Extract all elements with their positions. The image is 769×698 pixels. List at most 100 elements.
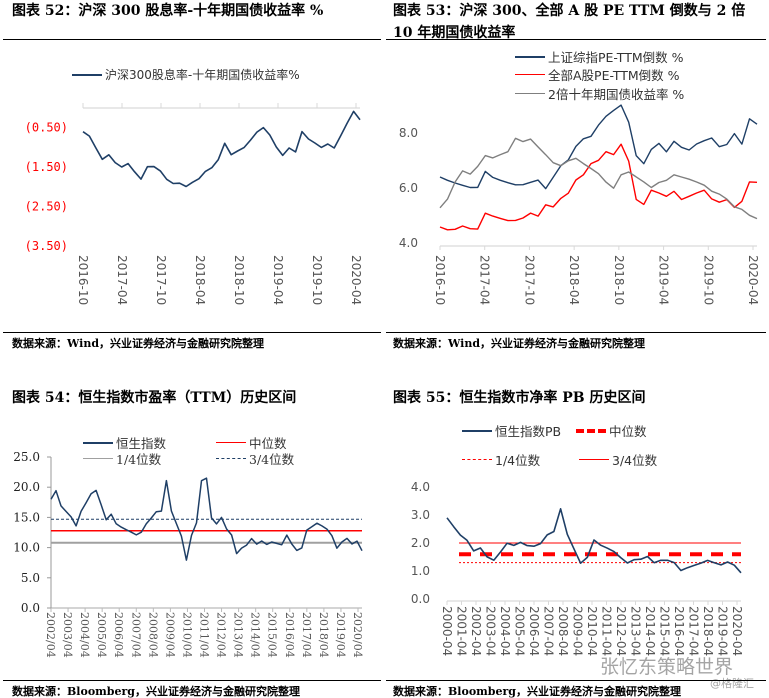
c55-x-tick-label: 2019-04 [716, 606, 730, 656]
c54-y-tick-label: 10.0 [13, 541, 40, 555]
legend-label: 全部A股PE-TTM倒数 % [548, 68, 680, 83]
c54-x-tick-label: 2006/04 [112, 612, 125, 658]
c54-x-tick-label: 2002/04 [44, 612, 57, 658]
c54-y-tick-label: 0.0 [21, 601, 40, 615]
c54-y-tick-label: 25.0 [13, 450, 40, 464]
chart-52-source: 数据来源：Wind，兴业证券经济与金融研究院整理 [12, 337, 265, 350]
legend-label: 中位数 [249, 436, 287, 451]
legend-label: 3/4位数 [612, 453, 658, 468]
c53-y-tick-label: 4.0 [399, 236, 418, 250]
c53-x-tick-label: 2017-04 [478, 255, 492, 305]
c55-x-tick-label: 2015-04 [658, 606, 672, 656]
c55-y-tick-label: 1.0 [411, 564, 430, 578]
c52-x-tick-label: 2017-10 [154, 255, 168, 305]
c53-x-tick-label: 2018-04 [567, 255, 581, 305]
legend-swatch [462, 459, 492, 460]
c53-y-tick-label: 6.0 [399, 181, 418, 195]
legend-label: 1/4位数 [116, 452, 162, 467]
chart-53-title-line2: 10 年期国债收益率 [393, 25, 516, 41]
c55-x-tick-label: 2014-04 [643, 606, 657, 656]
legend-label: 上证综指PE-TTM倒数 % [548, 50, 684, 65]
legend-swatch [83, 441, 113, 444]
c55-x-tick-label: 2017-04 [687, 606, 701, 656]
legend-swatch [576, 428, 606, 433]
legend-swatch [515, 93, 545, 94]
c53-x-tick-label: 2019-04 [657, 255, 671, 305]
legend-label: 1/4位数 [495, 453, 541, 468]
c52-x-tick-label: 2018-10 [232, 255, 246, 305]
chart-53-title: 图表 53：沪深 300、全部 A 股 PE TTM 倒数与 2 倍 [393, 3, 746, 19]
legend-swatch [216, 458, 246, 459]
c54-y-tick-label: 20.0 [13, 480, 40, 494]
c54-x-tick-label: 2020/04 [351, 612, 364, 658]
c54-x-tick-label: 2003/04 [61, 612, 74, 658]
c53-y-tick-label: 8.0 [399, 126, 418, 140]
c52-y-tick-label: (1.50) [25, 160, 68, 174]
c55-y-tick-label: 2.0 [411, 536, 430, 550]
c54-x-tick-label: 2004/04 [78, 612, 91, 658]
c55-x-tick-label: 2005-04 [513, 606, 527, 656]
legend-swatch [579, 459, 609, 460]
c55-x-tick-label: 2020-04 [730, 606, 744, 656]
c55-x-tick-label: 2001-04 [455, 606, 469, 656]
chart-55-title: 图表 55：恒生指数市净率 PB 历史区间 [393, 390, 646, 406]
legend-swatch [216, 442, 246, 443]
watermark: 张忆东策略世界 [600, 656, 734, 678]
legend-swatch [515, 74, 545, 75]
c54-x-tick-label: 2012/04 [215, 612, 228, 658]
c54-x-tick-label: 2007/04 [129, 612, 142, 658]
legend-label: 3/4位数 [249, 452, 295, 467]
c54-x-tick-label: 2010/04 [180, 612, 193, 658]
c52-x-tick-label: 2019-04 [271, 255, 285, 305]
chart-52-title: 图表 52：沪深 300 股息率-十年期国债收益率 % [12, 3, 324, 19]
chart-53-source: 数据来源：Wind，兴业证券经济与金融研究院整理 [393, 337, 646, 350]
divider [386, 332, 766, 333]
c52-y-tick-label: (2.50) [25, 200, 68, 214]
c54-series-0-line [50, 477, 363, 561]
c55-series-0-line [446, 507, 742, 574]
c54-x-tick-label: 2011/04 [198, 612, 211, 658]
chart-54-title: 图表 54：恒生指数市盈率（TTM）历史区间 [12, 390, 297, 406]
c55-y-tick-label: 0.0 [411, 592, 430, 606]
c55-x-tick-label: 2007-04 [542, 606, 556, 656]
legend-label: 沪深300股息率-十年期国债收益率% [105, 68, 300, 82]
c53-x-tick-label: 2020-04 [746, 255, 760, 305]
c54-x-tick-label: 2014/04 [249, 612, 262, 658]
c55-y-tick-label: 4.0 [411, 480, 430, 494]
divider [3, 332, 381, 333]
legend-swatch [515, 55, 545, 58]
c53-x-tick-label: 2016-10 [433, 255, 447, 305]
c52-x-tick-label: 2018-04 [193, 255, 207, 305]
c55-x-tick-label: 2004-04 [498, 606, 512, 656]
c54-x-tick-label: 2018/04 [317, 612, 330, 658]
c54-x-tick-label: 2013/04 [232, 612, 245, 658]
chart-54-source: 数据来源：Bloomberg，兴业证券经济与金融研究院整理 [12, 685, 300, 698]
legend-swatch [72, 73, 102, 76]
legend-swatch [83, 458, 113, 459]
c52-x-tick-label: 2020-04 [349, 255, 363, 305]
divider [386, 680, 766, 681]
chart-55-source: 数据来源：Bloomberg，兴业证券经济与金融研究院整理 [393, 685, 681, 698]
c52-x-tick-label: 2019-10 [310, 255, 324, 305]
c55-y-tick-label: 3.0 [411, 508, 430, 522]
legend-label: 恒生指数PB [495, 424, 562, 439]
c55-x-tick-label: 2010-04 [585, 606, 599, 656]
c52-x-tick-label: 2016-10 [76, 255, 90, 305]
c54-x-tick-label: 2015/04 [266, 612, 279, 658]
legend-label: 2倍十年期国债收益率 % [548, 87, 685, 102]
divider [3, 680, 381, 681]
c54-x-tick-label: 2016/04 [283, 612, 296, 658]
c54-y-tick-label: 5.0 [21, 571, 40, 585]
legend-label: 恒生指数 [116, 436, 167, 451]
c54-x-tick-label: 2017/04 [300, 612, 313, 658]
c55-x-tick-label: 2011-04 [600, 606, 614, 656]
c53-series-1-line [439, 143, 758, 231]
c55-x-tick-label: 2000-04 [440, 606, 454, 656]
legend-swatch [462, 429, 492, 432]
c55-x-tick-label: 2006-04 [527, 606, 541, 656]
c52-x-tick-label: 2017-04 [115, 255, 129, 305]
c54-x-tick-label: 2009/04 [163, 612, 176, 658]
divider [3, 39, 381, 40]
